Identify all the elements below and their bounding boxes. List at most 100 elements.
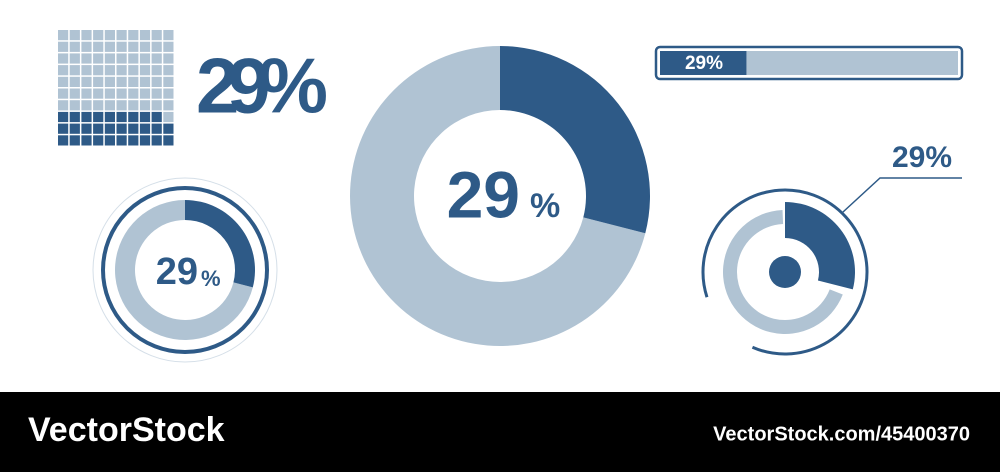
waffle-cell [104, 65, 115, 76]
waffle-cell [81, 88, 92, 99]
waffle-cell [139, 41, 151, 52]
waffle-cell [93, 65, 104, 76]
waffle-cell-filled [104, 111, 115, 123]
waffle-cell [139, 100, 151, 111]
callout-label: 29% [892, 141, 952, 174]
waffle-cell [104, 41, 115, 52]
waffle-cell [116, 41, 127, 52]
waffle-cell [128, 88, 139, 99]
waffle-cell [104, 30, 115, 41]
waffle-cell-filled [93, 111, 104, 123]
waffle-cell [163, 65, 174, 76]
waffle-cell [128, 76, 139, 87]
waffle-cell [151, 65, 162, 76]
waffle-label: 29% [196, 42, 328, 130]
waffle-cell-filled [139, 123, 151, 134]
waffle-cell-filled [69, 135, 80, 146]
ring-outer [101, 186, 269, 354]
waffle-cell-filled [58, 123, 69, 134]
ring-outline [92, 177, 278, 363]
footer-credit: VectorStock.com/45400370 [713, 423, 970, 445]
waffle-cell [151, 76, 162, 87]
waffle-cell-filled [128, 135, 139, 146]
waffle-cell-filled [104, 123, 115, 134]
waffle-cell [81, 30, 92, 41]
waffle-cell [58, 53, 69, 64]
waffle-cell [139, 65, 151, 76]
waffle-cell [81, 53, 92, 64]
waffle-cell [128, 100, 139, 111]
waffle-cell-filled [116, 135, 127, 146]
waffle-cell-filled [81, 111, 92, 123]
waffle-cell [163, 41, 174, 52]
waffle-cell [116, 53, 127, 64]
waffle-cell-filled [163, 123, 174, 134]
waffle-cell-filled [93, 123, 104, 134]
waffle-cell [116, 76, 127, 87]
waffle-cell [128, 53, 139, 64]
waffle-cell [139, 30, 151, 41]
bar-value [660, 51, 747, 75]
waffle-cell [58, 100, 69, 111]
waffle-cell-filled [69, 111, 80, 123]
waffle-cell [163, 53, 174, 64]
ring-donut-value [185, 200, 255, 288]
callout-dot [769, 256, 801, 288]
waffle-cell [139, 53, 151, 64]
waffle-cell [104, 53, 115, 64]
waffle-cell [81, 100, 92, 111]
waffle-cell-filled [139, 135, 151, 146]
waffle-cell [104, 100, 115, 111]
big-donut-value [500, 46, 651, 234]
waffle-cell [93, 41, 104, 52]
charts: 29%29 %29 %29%29% [58, 30, 964, 363]
waffle-cell [163, 100, 174, 111]
waffle-cell-filled [81, 135, 92, 146]
waffle-cell [69, 100, 80, 111]
waffle-cell [69, 76, 80, 87]
waffle-cell [58, 30, 69, 41]
waffle-cell-filled [151, 135, 162, 146]
waffle-cell [93, 53, 104, 64]
callout-value [785, 202, 855, 290]
waffle-cell [58, 65, 69, 76]
waffle-cell-filled [128, 111, 139, 123]
footer-bar [0, 392, 1000, 472]
waffle-cell [128, 41, 139, 52]
waffle-cell [163, 76, 174, 87]
waffle-cell-filled [93, 135, 104, 146]
waffle-cell-filled [151, 111, 162, 123]
waffle-cell [81, 65, 92, 76]
waffle-cell [116, 88, 127, 99]
waffle-cell [69, 41, 80, 52]
waffle-cell [58, 88, 69, 99]
waffle-cell [93, 100, 104, 111]
waffle-cell [116, 100, 127, 111]
waffle-cell-filled [69, 123, 80, 134]
waffle-cell [151, 88, 162, 99]
waffle-cell [128, 65, 139, 76]
waffle-cell [93, 88, 104, 99]
waffle-cell-filled [116, 111, 127, 123]
waffle-cell [69, 88, 80, 99]
bar-label: 29% [685, 53, 723, 74]
ring-unit: % [201, 266, 221, 291]
donut-unit: % [530, 187, 560, 225]
waffle-cell [69, 30, 80, 41]
waffle-cell-filled [128, 123, 139, 134]
waffle-cell-filled [104, 135, 115, 146]
waffle-cell [58, 41, 69, 52]
callout-leader [842, 177, 962, 213]
waffle-cell [163, 88, 174, 99]
waffle-cell [139, 88, 151, 99]
waffle-cell [81, 76, 92, 87]
waffle-cell-filled [151, 123, 162, 134]
waffle-cell [151, 53, 162, 64]
waffle-cell-filled [163, 135, 174, 146]
waffle-cell [116, 65, 127, 76]
waffle-cell [116, 30, 127, 41]
waffle-cell [163, 111, 174, 123]
waffle-cell [151, 30, 162, 41]
